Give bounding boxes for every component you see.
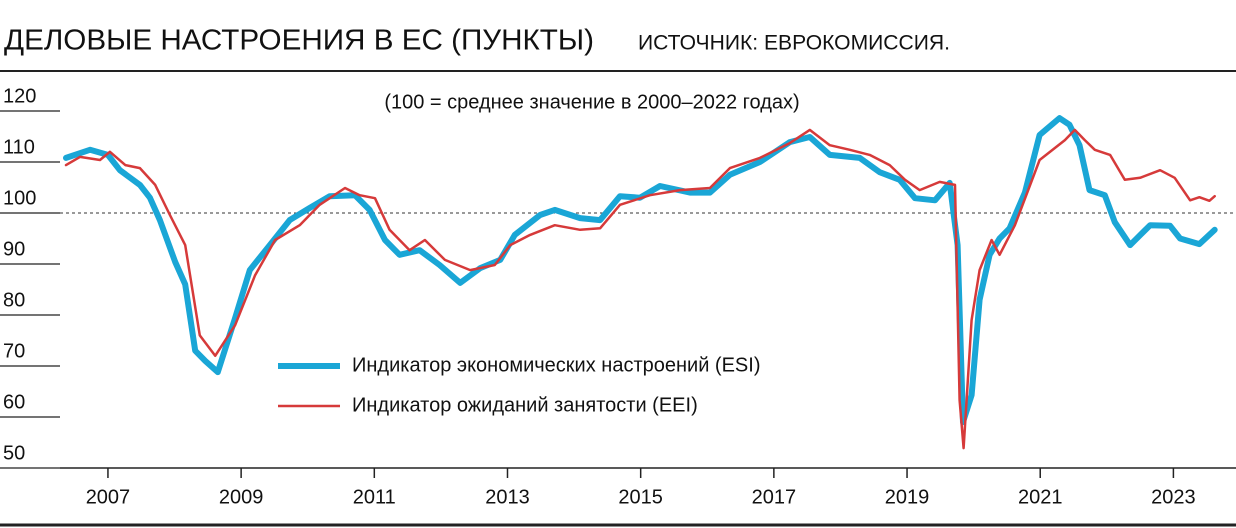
x-tick-label: 2023 [1151, 486, 1196, 508]
x-tick-label: 2017 [752, 486, 797, 508]
subtitle: (100 = среднее значение в 2000–2022 года… [384, 91, 799, 113]
y-tick-label: 50 [3, 442, 25, 464]
y-tick-label: 70 [3, 340, 25, 362]
series-line [64, 128, 1216, 450]
x-tick-label: 2007 [86, 486, 131, 508]
y-tick-label: 60 [3, 391, 25, 413]
y-tick-label: 80 [3, 289, 25, 311]
x-tick-label: 2009 [219, 486, 264, 508]
y-tick-label: 90 [3, 238, 25, 260]
x-tick-label: 2013 [485, 486, 530, 508]
x-tick-label: 2019 [885, 486, 930, 508]
x-tick-label: 2011 [353, 486, 396, 508]
source: ИСТОЧНИК: ЕВРОКОМИССИЯ. [638, 32, 950, 55]
x-tick-label: 2015 [618, 486, 663, 508]
series-line [63, 115, 1218, 426]
x-tick-label: 2021 [1018, 486, 1063, 508]
y-tick-label: 100 [3, 187, 36, 209]
y-tick-label: 110 [3, 136, 35, 158]
chart-title: ДЕЛОВЫЕ НАСТРОЕНИЯ В ЕС (ПУНКТЫ) [4, 25, 594, 57]
y-tick-label: 120 [3, 85, 36, 107]
legend-label: Индикатор ожиданий занятости (EEI) [352, 394, 698, 416]
legend-label: Индикатор экономических настроений (ESI) [352, 354, 761, 376]
